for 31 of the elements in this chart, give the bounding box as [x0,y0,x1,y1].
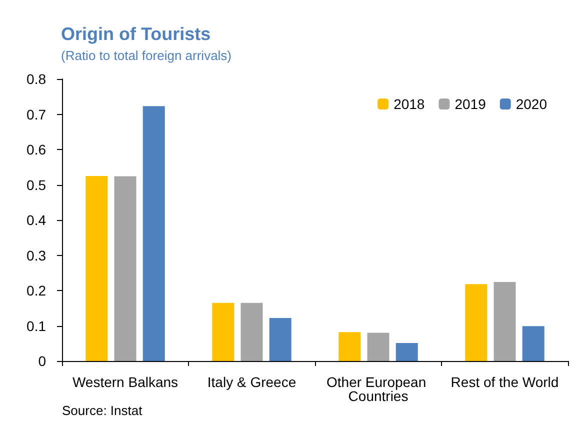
y-tick-label: 0.1 [26,318,46,334]
x-tick-label: Rest of the World [450,374,559,390]
bar [367,332,390,361]
y-tick-label: 0.5 [26,176,46,193]
bar [142,106,165,361]
bar [212,302,234,361]
bar [338,332,361,361]
chart-title: Origin of Tourists [61,24,211,44]
bar [522,326,544,361]
y-tick-label: 0.8 [26,71,46,87]
y-tick-label: 0.4 [26,212,46,228]
y-tick-label: 0.6 [26,142,46,158]
y-tick-label: 0.3 [26,247,46,264]
bar [114,176,136,361]
x-tick-label: Other European Countries [326,374,430,404]
bar [269,318,292,361]
bar [465,284,488,361]
legend-label: 2018 [394,96,425,112]
y-tick-label: 0.7 [26,106,46,122]
bar [494,282,516,361]
y-tick-label: 0.2 [26,282,46,298]
legend-label: 2020 [516,96,548,112]
bar [86,176,108,361]
bar [240,302,263,361]
x-tick-label: Italy & Greece [207,374,296,390]
x-tick-label: Western Balkans [72,374,178,390]
legend-label: 2019 [454,96,486,112]
y-tick-label: 0 [38,353,46,369]
bar [396,343,418,361]
source-note: Source: Instat [62,403,143,418]
chart-subtitle: (Ratio to total foreign arrivals) [61,48,232,63]
